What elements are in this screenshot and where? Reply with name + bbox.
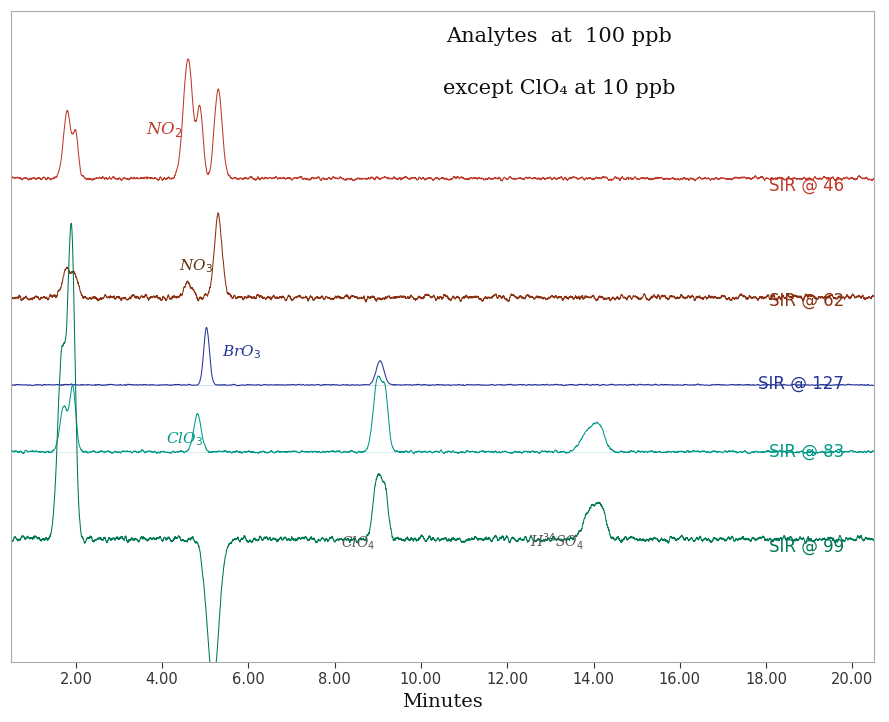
Text: ClO$_3$: ClO$_3$ bbox=[166, 430, 204, 448]
Text: ClO$_4$: ClO$_4$ bbox=[341, 535, 375, 552]
Text: except ClO₄ at 10 ppb: except ClO₄ at 10 ppb bbox=[443, 79, 676, 98]
Text: H$^{34}$SO$_4$: H$^{34}$SO$_4$ bbox=[530, 531, 584, 552]
Text: NO$_3$: NO$_3$ bbox=[179, 258, 213, 275]
Text: SIR @ 127: SIR @ 127 bbox=[758, 375, 844, 393]
Text: SIR @ 99: SIR @ 99 bbox=[769, 538, 844, 556]
Text: BrO$_3$: BrO$_3$ bbox=[221, 343, 260, 361]
Text: SIR @ 46: SIR @ 46 bbox=[769, 177, 844, 195]
Text: NO$_2$: NO$_2$ bbox=[146, 121, 183, 139]
Text: SIR @ 83: SIR @ 83 bbox=[768, 443, 844, 461]
X-axis label: Minutes: Minutes bbox=[402, 693, 483, 711]
Text: Analytes  at  100 ppb: Analytes at 100 ppb bbox=[446, 27, 672, 46]
Text: SIR @ 62: SIR @ 62 bbox=[768, 292, 844, 310]
